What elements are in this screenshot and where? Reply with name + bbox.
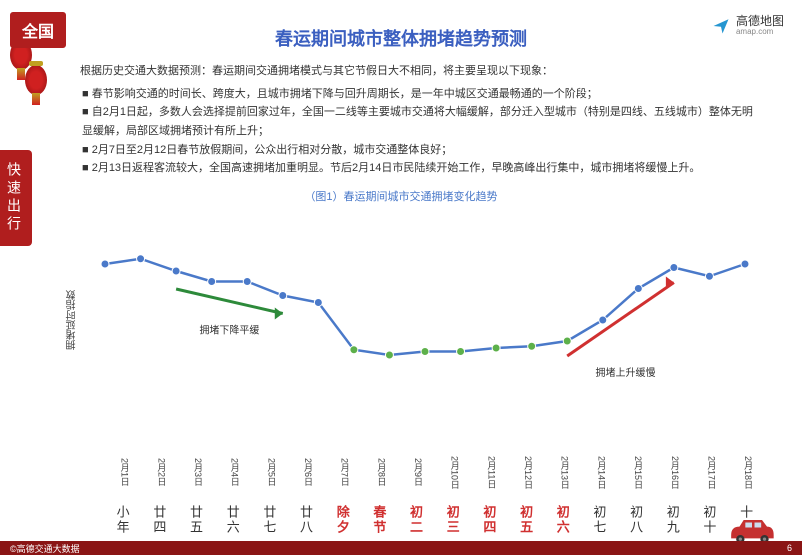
chart-svg: 拥堵下降平缓拥堵上升缓慢 bbox=[75, 205, 755, 435]
x-axis-dates: 2月1日2月2日2月3日2月4日2月5日2月6日2月7日2月8日2月9日2月10… bbox=[95, 456, 755, 489]
lunar-label: 初四 bbox=[462, 505, 499, 535]
lunar-label: 初五 bbox=[498, 505, 535, 535]
lunar-label: 除夕 bbox=[315, 505, 352, 535]
lunar-label: 廿八 bbox=[278, 505, 315, 535]
lunar-label: 初三 bbox=[425, 505, 462, 535]
page-title: 春运期间城市整体拥堵趋势预测 bbox=[0, 25, 802, 51]
date-label: 2月11日 bbox=[462, 456, 499, 489]
lunar-label: 小年 bbox=[95, 505, 132, 535]
date-label: 2月8日 bbox=[352, 456, 389, 489]
bullet-item: ■ 2月13日返程客流较大，全国高速拥堵加重明显。节后2月14日市民陆续开始工作… bbox=[80, 159, 762, 178]
lunar-label: 廿六 bbox=[205, 505, 242, 535]
lunar-label: 初六 bbox=[535, 505, 572, 535]
svg-text:拥堵下降平缓: 拥堵下降平缓 bbox=[199, 324, 259, 337]
page-number: 6 bbox=[787, 543, 792, 553]
chart-caption: （图1）春运期间城市交通拥堵变化趋势 bbox=[0, 188, 802, 204]
date-label: 2月14日 bbox=[572, 456, 609, 489]
copyright: ©高德交通大数据 bbox=[10, 542, 80, 555]
lunar-label: 廿五 bbox=[168, 505, 205, 535]
lunar-label: 初九 bbox=[645, 505, 682, 535]
date-label: 2月15日 bbox=[608, 456, 645, 489]
bullet-item: ■ 自2月1日起，多数人会选择提前回家过年，全国一二线等主要城市交通将大幅缓解，… bbox=[80, 103, 762, 140]
region-badge: 全国 bbox=[10, 12, 66, 48]
congestion-chart: 拥堵延时指数 拥堵下降平缓拥堵上升缓慢 bbox=[75, 205, 755, 435]
date-label: 2月2日 bbox=[132, 456, 169, 489]
lunar-label: 春节 bbox=[352, 505, 389, 535]
lunar-label: 初八 bbox=[608, 505, 645, 535]
date-label: 2月6日 bbox=[278, 456, 315, 489]
chart-ylabel: 拥堵延时指数 bbox=[65, 290, 80, 350]
lunar-label: 初七 bbox=[572, 505, 609, 535]
intro-lead: 根据历史交通大数据预测：春运期间交通拥堵模式与其它节假日大不相同，将主要呈现以下… bbox=[80, 62, 762, 81]
footer-bar: ©高德交通大数据 6 bbox=[0, 541, 802, 555]
lunar-labels: 小年廿四廿五廿六廿七廿八除夕春节初二初三初四初五初六初七初八初九初十十一 bbox=[95, 505, 755, 535]
date-label: 2月1日 bbox=[95, 456, 132, 489]
lantern-decoration bbox=[5, 40, 50, 140]
date-label: 2月5日 bbox=[242, 456, 279, 489]
date-label: 2月7日 bbox=[315, 456, 352, 489]
bullet-item: ■ 2月7日至2月12日春节放假期间，公众出行相对分散，城市交通整体良好； bbox=[80, 141, 762, 160]
intro-text: 根据历史交通大数据预测：春运期间交通拥堵模式与其它节假日大不相同，将主要呈现以下… bbox=[80, 62, 762, 178]
date-label: 2月12日 bbox=[498, 456, 535, 489]
lunar-label: 廿四 bbox=[132, 505, 169, 535]
lunar-label: 初二 bbox=[388, 505, 425, 535]
date-label: 2月3日 bbox=[168, 456, 205, 489]
lunar-label: 廿七 bbox=[242, 505, 279, 535]
date-label: 2月17日 bbox=[682, 456, 719, 489]
date-label: 2月9日 bbox=[388, 456, 425, 489]
svg-text:拥堵上升缓慢: 拥堵上升缓慢 bbox=[596, 366, 656, 379]
date-label: 2月18日 bbox=[718, 456, 755, 489]
date-label: 2月10日 bbox=[425, 456, 462, 489]
date-label: 2月4日 bbox=[205, 456, 242, 489]
bullet-item: ■ 春节影响交通的时间长、跨度大，且城市拥堵下降与回升周期长，是一年中城区交通最… bbox=[80, 85, 762, 104]
date-label: 2月16日 bbox=[645, 456, 682, 489]
lunar-label: 初十 bbox=[682, 505, 719, 535]
date-label: 2月13日 bbox=[535, 456, 572, 489]
